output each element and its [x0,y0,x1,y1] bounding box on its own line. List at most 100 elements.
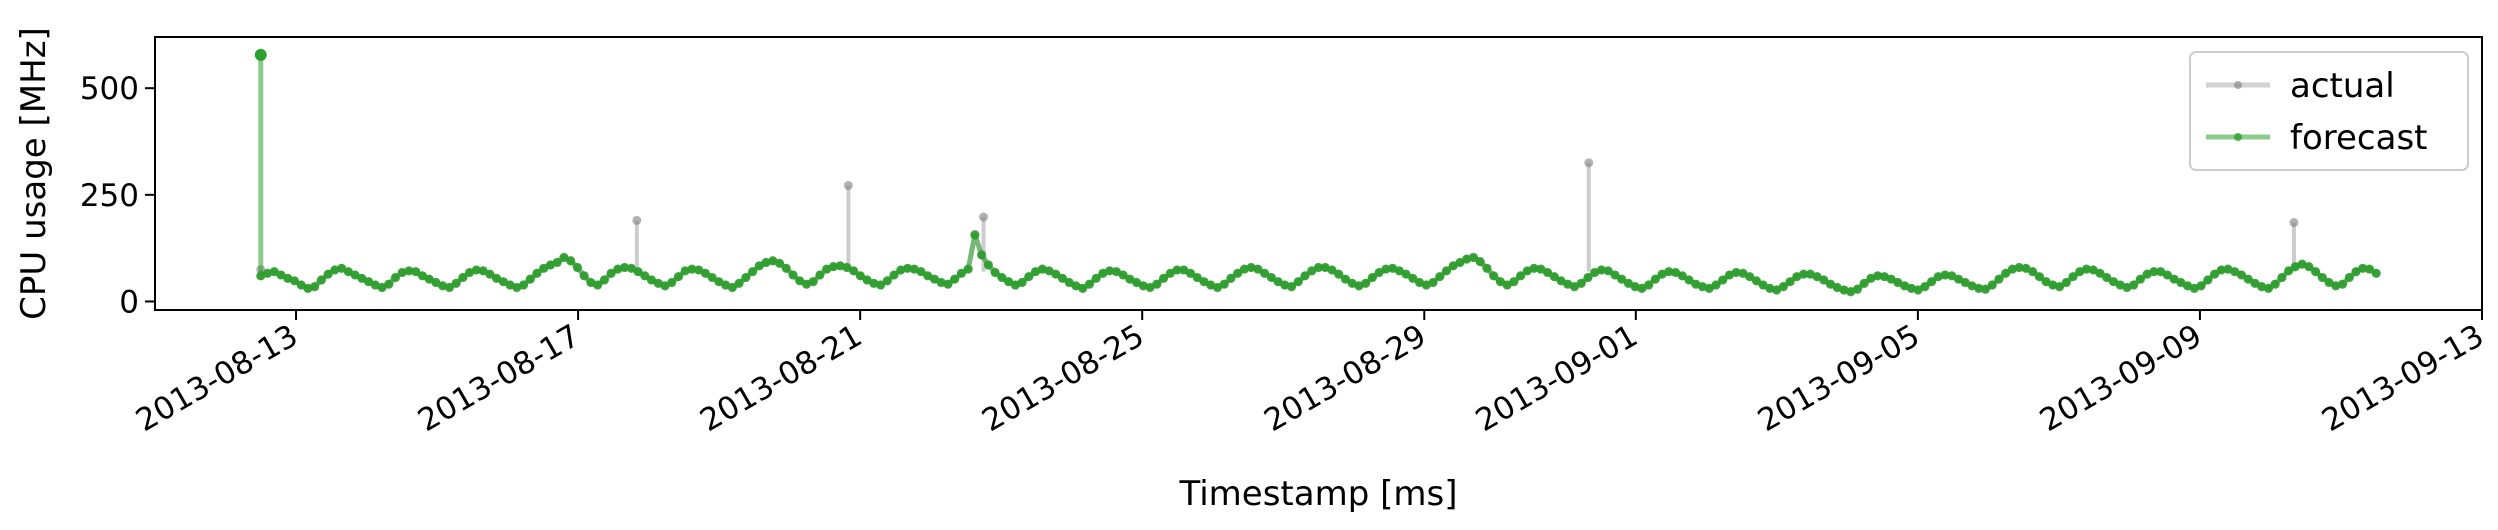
forecast-point [2311,267,2321,277]
forecast-point [882,276,892,286]
forecast-point [2055,282,2065,292]
forecast-point [316,275,326,285]
actual-point [843,180,853,190]
forecast-point [1004,277,1014,287]
forecast-point [956,268,966,278]
forecast-point [1314,263,1323,273]
forecast-point [1132,277,1142,287]
forecast-point [2156,267,2166,277]
forecast-point [1549,272,1559,282]
forecast-point [296,280,306,290]
forecast-point [1152,279,1162,289]
forecast-point [1556,276,1566,286]
forecast-point [599,275,609,285]
forecast-point [2169,274,2179,284]
legend-dot-actual [2234,81,2242,89]
forecast-point [849,266,859,276]
forecast-point [1199,277,1209,287]
forecast-point [1994,274,2004,284]
legend-dot-forecast [2234,133,2242,141]
forecast-point [579,271,589,281]
forecast-point [1738,268,1748,278]
forecast-point [1698,282,1708,292]
forecast-point [620,263,630,273]
forecast-point [1340,274,1350,284]
forecast-point [498,277,508,287]
forecast-point [1536,264,1546,274]
x-tick-label: 2013-08-29 [1258,318,1432,439]
forecast-point [519,280,529,290]
forecast-point [1455,258,1465,268]
forecast-point [2021,263,2031,273]
forecast-point [2061,277,2071,287]
forecast-point [276,270,286,280]
forecast-point [1401,269,1411,279]
forecast-point [1684,275,1694,285]
forecast-point [1084,279,1094,289]
forecast-point [397,267,407,277]
forecast-point [1940,270,1950,280]
y-tick-label: 0 [119,284,139,320]
forecast-point [1125,274,1135,284]
forecast-point [593,280,603,290]
forecast-point [2048,280,2058,290]
legend: actual forecast [2189,51,2469,171]
forecast-point [1947,271,1957,281]
forecast-point [1078,283,1088,293]
forecast-point [2129,280,2139,290]
forecast-point [411,267,421,277]
forecast-point [1893,277,1903,287]
forecast-point [1704,283,1714,293]
forecast-point [943,279,953,289]
forecast-point [2277,272,2287,282]
forecast-point [2364,264,2374,274]
forecast-point [1644,280,1654,290]
forecast-point [1637,283,1647,293]
x-tick-label: 2013-09-01 [1470,318,1644,439]
forecast-point [2108,277,2118,287]
forecast-point [1677,271,1687,281]
forecast-point [438,281,448,291]
forecast-point [559,253,569,263]
forecast-point [1785,277,1795,287]
forecast-point [525,274,535,284]
forecast-point [1576,278,1586,288]
forecast-point [2102,272,2112,282]
forecast-point [1334,269,1344,279]
forecast-point [1980,284,1990,294]
forecast-point [815,270,825,280]
forecast-point [1583,272,1593,282]
forecast-point [2263,283,2273,293]
forecast-point [1091,273,1101,283]
forecast-point [1852,284,1862,294]
forecast-point [694,265,704,275]
forecast-point [289,276,299,286]
forecast-point [862,275,872,285]
forecast-point [626,263,636,273]
y-axis-title: CPU usage [MHz] [14,27,54,320]
forecast-point [1273,277,1283,287]
forecast-point [1293,277,1303,287]
forecast-point [997,272,1007,282]
forecast-point [977,250,987,260]
forecast-point [310,282,320,292]
forecast-point [795,276,805,286]
forecast-point [1044,266,1054,276]
forecast-point [2028,267,2038,277]
forecast-point [1037,264,1047,274]
x-tick-label: 2013-09-13 [2316,318,2490,439]
x-axis: 2013-08-13 2013-08-17 2013-08-21 2013-08-25… [130,310,2490,439]
forecast-point [896,265,906,275]
forecast-point [1448,261,1458,271]
forecast-point [2203,275,2213,285]
x-tick-label: 2013-09-05 [1752,318,1926,439]
forecast-point [391,272,401,282]
y-tick-label: 500 [80,71,139,107]
forecast-point [2001,268,2011,278]
forecast-point [1300,271,1310,281]
forecast-point [1051,269,1061,279]
forecast-point [350,270,360,280]
forecast-point [788,270,798,280]
forecast-point [633,267,643,277]
forecast-point [1799,269,1809,279]
